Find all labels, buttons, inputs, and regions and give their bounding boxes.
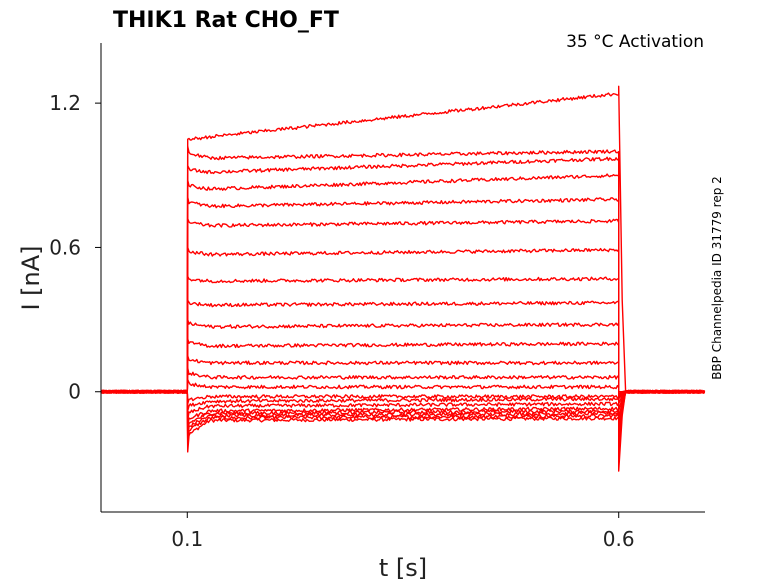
chart-subtitle: 35 °C Activation xyxy=(566,32,704,52)
current-trace-6 xyxy=(100,389,705,422)
current-trace-15 xyxy=(100,275,705,395)
y-tick-label: 1.2 xyxy=(49,91,81,115)
current-trace-18 xyxy=(100,196,705,394)
current-trace-9 xyxy=(100,379,706,400)
current-trace-17 xyxy=(100,217,706,395)
y-tick-label: 0.6 xyxy=(49,235,81,259)
current-trace-7 xyxy=(100,389,705,412)
y-tick-label: 0 xyxy=(68,380,81,404)
channelpedia-id-note: BBP Channelpedia ID 31779 rep 2 xyxy=(710,176,724,380)
current-trace-22 xyxy=(100,85,706,394)
current-trace-13 xyxy=(100,318,705,395)
current-trace-4 xyxy=(100,389,705,441)
current-trace-2 xyxy=(100,389,705,460)
chart-title: THIK1 Rat CHO_FT xyxy=(113,8,339,33)
current-trace-8 xyxy=(100,389,706,405)
current-trace-21 xyxy=(100,145,705,394)
y-axis-label: I [nA] xyxy=(17,245,45,310)
x-tick-label: 0.1 xyxy=(171,527,203,551)
current-trace-14 xyxy=(100,299,705,395)
current-trace-12 xyxy=(100,338,705,398)
y-axis-ticks: 0 0.6 1.2 xyxy=(49,91,101,404)
x-axis-ticks: 0.1 0.6 xyxy=(171,512,635,551)
current-trace-11 xyxy=(100,355,705,398)
current-trace-19 xyxy=(100,173,706,394)
current-trace-16 xyxy=(100,246,705,395)
trace-group xyxy=(100,85,706,472)
x-axis-label: t [s] xyxy=(379,554,427,582)
current-trace-5 xyxy=(100,389,705,431)
current-trace-1 xyxy=(100,389,705,472)
current-trace-20 xyxy=(100,156,706,394)
current-trace-10 xyxy=(100,367,706,398)
x-tick-label: 0.6 xyxy=(603,527,635,551)
